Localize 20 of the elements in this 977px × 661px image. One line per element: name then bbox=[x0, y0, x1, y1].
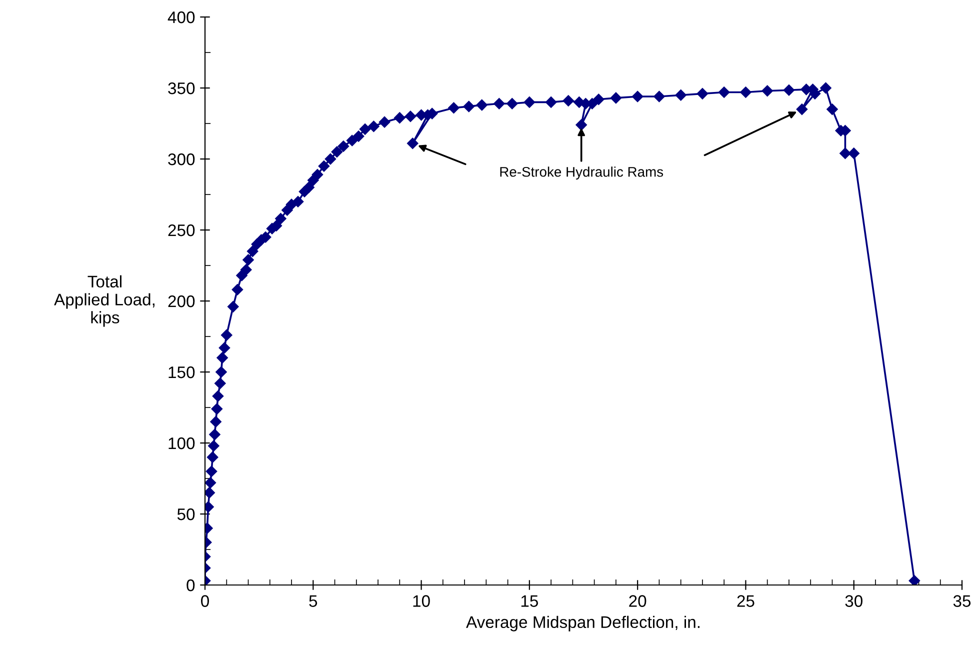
annotation: Re-Stroke Hydraulic Rams bbox=[500, 166, 664, 180]
x-tick-label: 15 bbox=[521, 595, 538, 607]
y-tick-label: 200 bbox=[168, 295, 195, 308]
x-tick-label: 35 bbox=[953, 595, 971, 607]
x-tick-label: 5 bbox=[309, 595, 318, 607]
x-tick-label: 30 bbox=[845, 595, 862, 607]
y-tick-label: 150 bbox=[168, 366, 195, 378]
y-tick-label: 300 bbox=[168, 153, 195, 166]
y-tick-label: 100 bbox=[168, 437, 195, 450]
y-tick-label: 50 bbox=[177, 508, 195, 520]
x-axis-title: Average Midspan Deflection, in. bbox=[466, 616, 700, 632]
y-tick-label: 250 bbox=[168, 224, 195, 236]
y-axis-title: Total Applied Load, kips bbox=[54, 275, 154, 327]
x-tick-label: 25 bbox=[737, 595, 754, 607]
x-tick-label: 10 bbox=[413, 595, 430, 607]
y-tick-label: 400 bbox=[168, 11, 195, 24]
y-tick-label: 350 bbox=[168, 82, 195, 94]
x-tick-label: 20 bbox=[629, 595, 646, 607]
x-tick-label: 0 bbox=[201, 595, 209, 607]
y-tick-label: 0 bbox=[186, 579, 195, 592]
